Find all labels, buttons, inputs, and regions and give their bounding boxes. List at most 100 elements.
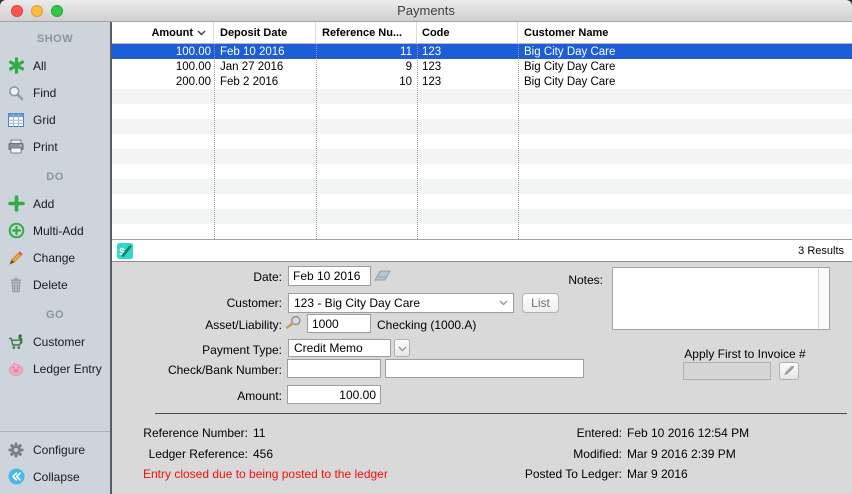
payments-table: Amount Deposit Date Reference Nu... Code… xyxy=(112,22,852,239)
date-input[interactable] xyxy=(288,266,371,286)
sidebar-divider xyxy=(0,431,110,432)
ledger-reference-value: 456 xyxy=(253,447,274,461)
column-separator xyxy=(417,44,418,239)
posted-to-ledger-value: Mar 9 2016 xyxy=(627,467,688,481)
table-row[interactable]: 100.00 Jan 27 2016 9 123 Big City Day Ca… xyxy=(175,60,616,73)
form-divider xyxy=(155,413,847,414)
column-header-amount[interactable]: Amount xyxy=(112,22,214,43)
table-row-empty xyxy=(112,209,852,224)
title-bar[interactable]: Payments xyxy=(0,0,852,22)
payment-type-label: Payment Type: xyxy=(202,343,282,357)
sidebar-item-delete[interactable]: Delete xyxy=(0,271,110,298)
sidebar-item-change[interactable]: Change xyxy=(0,244,110,271)
column-separator xyxy=(214,44,215,239)
entry-closed-notice: Entry closed due to being posted to the … xyxy=(143,467,388,481)
reference-number-label: Reference Number: xyxy=(143,426,248,440)
table-header: Amount Deposit Date Reference Nu... Code… xyxy=(112,22,852,44)
sidebar-item-all[interactable]: All xyxy=(0,52,110,79)
close-button[interactable] xyxy=(11,5,23,17)
window-title: Payments xyxy=(397,3,455,18)
sidebar-item-configure[interactable]: Configure xyxy=(0,436,110,463)
payment-type-chevron-button[interactable] xyxy=(394,339,410,357)
svg-text:$: $ xyxy=(119,246,125,258)
table-row-empty xyxy=(112,104,852,119)
table-row[interactable]: 100.00 Feb 10 2016 11 123 Big City Day C… xyxy=(112,44,852,59)
calendar-icon[interactable] xyxy=(374,269,391,285)
table-body: 100.00 Feb 10 2016 11 123 Big City Day C… xyxy=(112,44,852,239)
modified-label: Modified: xyxy=(573,447,622,461)
minimize-button[interactable] xyxy=(31,5,43,17)
posted-to-ledger-label: Posted To Ledger: xyxy=(524,467,622,481)
column-header-code[interactable]: Code xyxy=(417,22,518,43)
sidebar-section-do: DO xyxy=(46,171,64,183)
table-row-empty xyxy=(112,164,852,179)
account-lookup-icon[interactable] xyxy=(285,315,302,333)
find-icon xyxy=(6,85,26,101)
apply-first-input xyxy=(683,362,771,380)
notes-textarea[interactable] xyxy=(612,267,830,330)
sidebar: SHOW All Find Grid xyxy=(0,22,112,494)
modified-value: Mar 9 2016 2:39 PM xyxy=(627,447,736,461)
sidebar-item-collapse[interactable]: Collapse xyxy=(0,463,110,490)
table-row-empty xyxy=(112,224,852,239)
column-header-customer-name[interactable]: Customer Name xyxy=(524,26,609,39)
posted-to-ledger-row: Posted To Ledger: Mar 9 2016 xyxy=(472,467,688,481)
column-header-reference-number[interactable]: Reference Nu... xyxy=(316,22,417,43)
table-row[interactable]: 200.00 Feb 2 2016 10 123 Big City Day Ca… xyxy=(175,75,616,88)
customer-label: Customer: xyxy=(226,296,282,310)
chevron-down-icon xyxy=(499,300,508,306)
column-separator xyxy=(518,44,519,239)
sidebar-item-label: Delete xyxy=(33,277,68,292)
results-count: 3 Results xyxy=(798,244,844,257)
amount-input[interactable] xyxy=(287,385,381,404)
entered-row: Entered: Feb 10 2016 12:54 PM xyxy=(472,426,749,440)
sidebar-item-label: Configure xyxy=(33,442,86,457)
gear-icon xyxy=(6,441,26,458)
payment-detail-form: Date: Customer: 123 - Big City Day Care … xyxy=(112,262,852,494)
collapse-icon xyxy=(6,468,26,485)
add-icon xyxy=(6,195,26,212)
modified-row: Modified: Mar 9 2016 2:39 PM xyxy=(472,447,736,461)
ledger-reference-row: Ledger Reference: 456 xyxy=(112,447,273,461)
notes-scrollbar[interactable] xyxy=(818,268,829,329)
traffic-lights xyxy=(11,5,63,17)
all-icon xyxy=(6,57,26,74)
amount-label: Amount: xyxy=(237,389,282,403)
sidebar-item-customer[interactable]: Customer xyxy=(0,328,110,355)
sidebar-item-print[interactable]: Print xyxy=(0,133,110,160)
account-description: Checking (1000.A) xyxy=(377,318,477,332)
customer-dropdown[interactable]: 123 - Big City Day Care xyxy=(288,293,514,313)
date-label: Date: xyxy=(253,270,282,284)
results-bar: $ 3 Results xyxy=(112,239,852,262)
sidebar-item-label: Collapse xyxy=(33,469,80,484)
sidebar-item-grid[interactable]: Grid xyxy=(0,106,110,133)
sidebar-item-label: Find xyxy=(33,85,57,100)
sidebar-item-ledger-entry[interactable]: Ledger Entry xyxy=(0,355,110,382)
sidebar-section-go: GO xyxy=(45,309,65,321)
table-row-empty xyxy=(112,134,852,149)
sidebar-item-label: Customer xyxy=(33,334,86,349)
zoom-button[interactable] xyxy=(51,5,63,17)
table-row-empty xyxy=(112,194,852,209)
pencil-icon xyxy=(6,250,26,266)
print-icon xyxy=(6,139,26,154)
trash-icon xyxy=(6,277,26,293)
table-row-empty xyxy=(112,119,852,134)
check-number-input[interactable] xyxy=(287,359,381,378)
sidebar-item-label: All xyxy=(33,58,47,73)
table-row-empty xyxy=(112,89,852,104)
sidebar-item-label: Print xyxy=(33,139,58,154)
sidebar-item-multi-add[interactable]: Multi-Add xyxy=(0,217,110,244)
asset-liability-label: Asset/Liability: xyxy=(205,318,282,332)
table-row-empty xyxy=(112,179,852,194)
payment-type-dropdown[interactable]: Credit Memo xyxy=(288,339,391,357)
asset-account-input[interactable] xyxy=(307,314,371,333)
apply-first-label: Apply First to Invoice # xyxy=(684,347,806,361)
sidebar-item-label: Multi-Add xyxy=(33,223,84,238)
sidebar-item-add[interactable]: Add xyxy=(0,190,110,217)
sidebar-item-label: Ledger Entry xyxy=(33,361,102,376)
customer-list-button[interactable]: List xyxy=(522,293,559,313)
bank-number-input[interactable] xyxy=(385,359,584,378)
sidebar-item-find[interactable]: Find xyxy=(0,79,110,106)
column-header-deposit-date[interactable]: Deposit Date xyxy=(214,22,316,43)
